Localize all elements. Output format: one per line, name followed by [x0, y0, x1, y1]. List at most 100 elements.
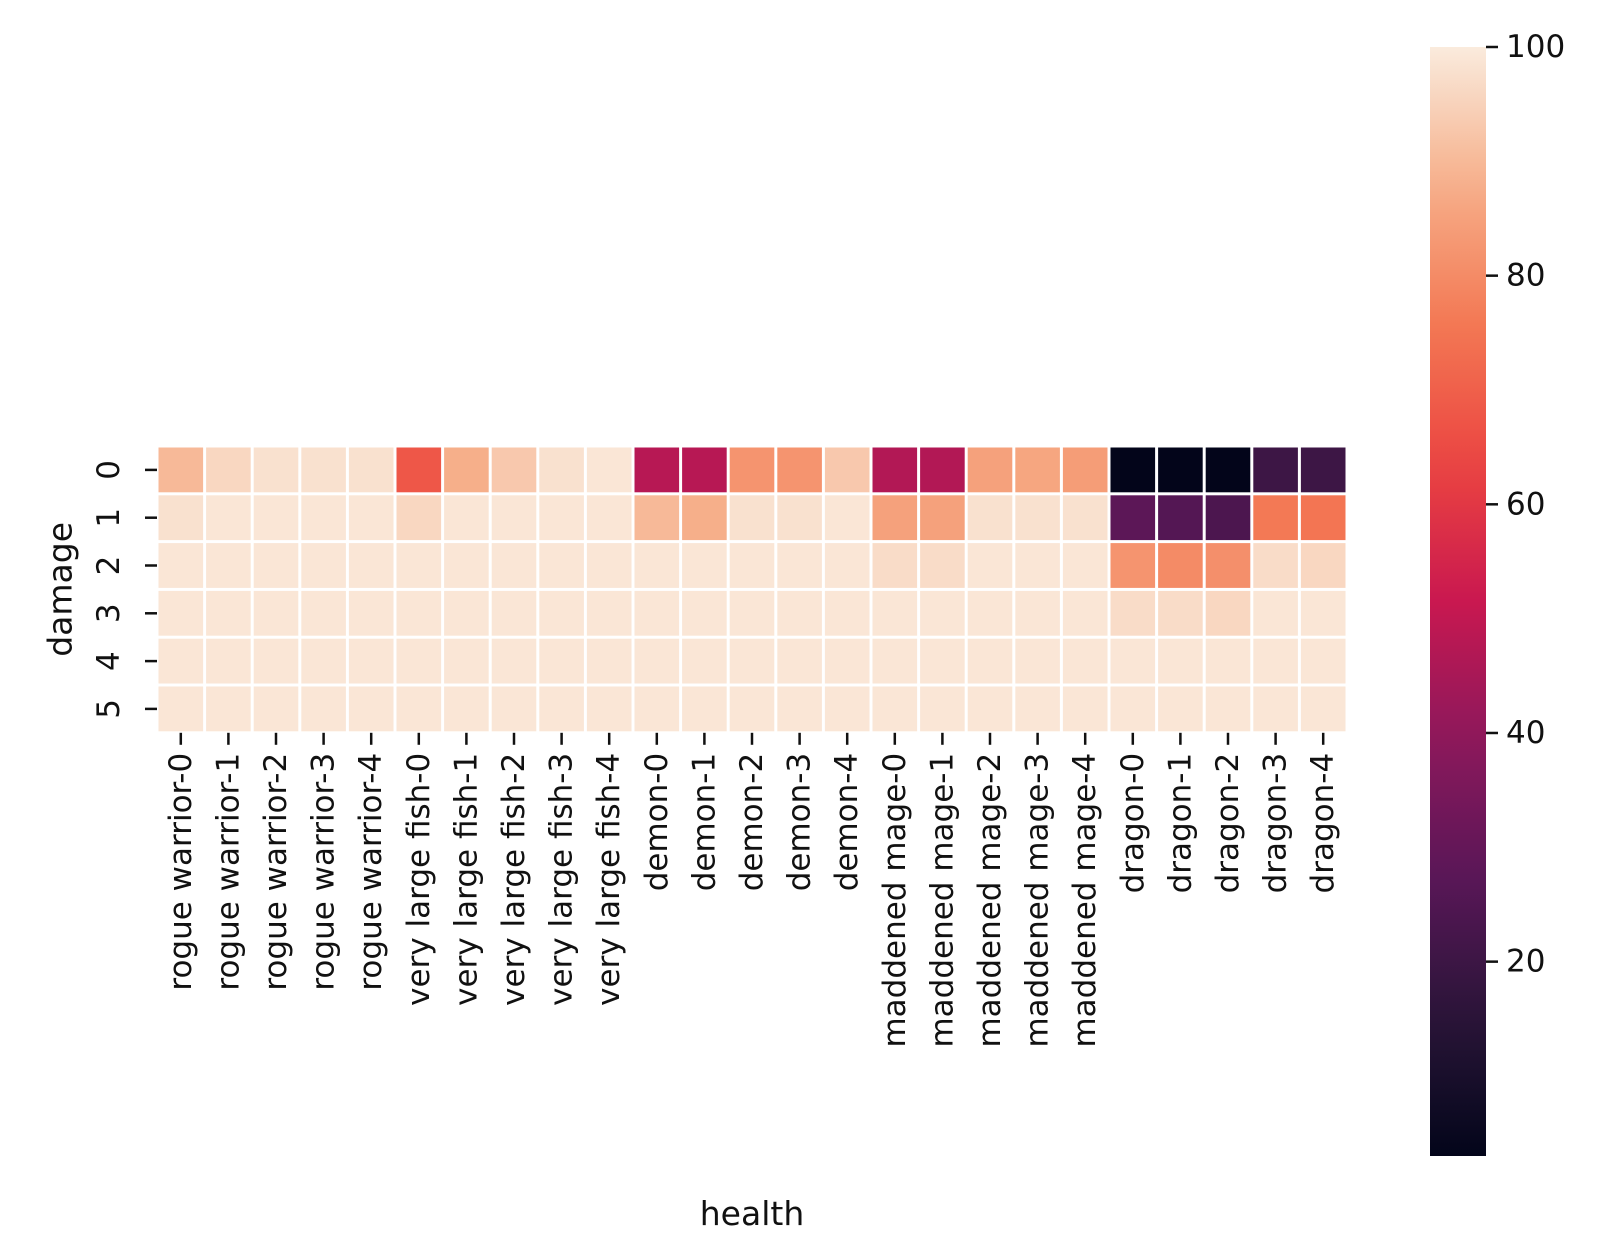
heatmap-cell [920, 638, 965, 684]
heatmap-cell [1110, 447, 1156, 493]
heatmap-cell [253, 590, 299, 636]
heatmap-cell [1015, 590, 1060, 636]
heatmap-cell [967, 543, 1013, 588]
heatmap-cell [872, 495, 918, 541]
heatmap-cell [1253, 495, 1298, 541]
heatmap-cell [206, 590, 251, 636]
x-tick-label: dragon-3 [1258, 753, 1294, 894]
heatmap-cell [920, 495, 965, 541]
heatmap-cell [1062, 447, 1108, 493]
heatmap-cell [634, 590, 680, 636]
heatmap-cell [777, 590, 822, 636]
heatmap-cell [1300, 590, 1346, 636]
x-tick-label: demon-3 [782, 753, 818, 891]
x-tick-label: dragon-2 [1210, 753, 1246, 894]
heatmap-cell [729, 590, 775, 636]
heatmap-cell [872, 543, 918, 588]
heatmap-cell [824, 638, 870, 684]
heatmap-cell [729, 495, 775, 541]
heatmap-cell [1158, 447, 1203, 493]
x-tick-label: very large fish-3 [544, 753, 580, 1006]
x-axis-ticks: rogue warrior-0 rogue warrior-1 rogue warr… [163, 732, 1341, 1048]
x-tick-label: very large fish-1 [448, 753, 484, 1006]
heatmap-cell [1205, 686, 1251, 732]
heatmap-cell [396, 590, 442, 636]
heatmap-cell [348, 447, 394, 493]
heatmap-cell [491, 447, 537, 493]
x-tick-label: maddened mage-1 [924, 753, 960, 1048]
heatmap-cell [824, 590, 870, 636]
heatmap-cell [1253, 447, 1298, 493]
heatmap-cell [777, 638, 822, 684]
y-axis-ticks: 0 1 2 3 4 5 [91, 460, 157, 719]
heatmap-cell [158, 495, 204, 541]
heatmap-cell [1158, 686, 1203, 732]
heatmap-cell [1300, 495, 1346, 541]
heatmap-cell [396, 638, 442, 684]
y-tick-label: 3 [91, 603, 127, 623]
heatmap-cell [491, 495, 537, 541]
heatmap-cell [824, 686, 870, 732]
heatmap-cell [1300, 447, 1346, 493]
x-tick-label: rogue warrior-2 [258, 753, 294, 991]
heatmap-cell [348, 686, 394, 732]
heatmap-cell [1205, 495, 1251, 541]
x-tick-label: very large fish-0 [401, 753, 437, 1006]
heatmap-cell [348, 495, 394, 541]
heatmap-cell [1253, 590, 1298, 636]
x-tick-label: demon-1 [686, 753, 722, 891]
heatmap-cell [967, 686, 1013, 732]
heatmap-cell [824, 543, 870, 588]
heatmap-cell [1205, 638, 1251, 684]
heatmap-cell [872, 590, 918, 636]
y-tick-label: 0 [91, 460, 127, 480]
heatmap-cell [1300, 686, 1346, 732]
colorbar-tick-label: 40 [1506, 715, 1545, 751]
heatmap-cell [1110, 495, 1156, 541]
heatmap-cell [396, 495, 442, 541]
heatmap-cell [920, 686, 965, 732]
heatmap-cell [539, 590, 584, 636]
heatmap-cell [1062, 590, 1108, 636]
colorbar-tick-label: 20 [1506, 944, 1545, 980]
heatmap-cell [586, 447, 632, 493]
heatmap-cell [1110, 686, 1156, 732]
x-tick-label: very large fish-4 [591, 753, 627, 1006]
heatmap-cell [539, 638, 584, 684]
heatmap-cell [396, 447, 442, 493]
heatmap-cells [157, 446, 1347, 733]
heatmap-cell [634, 495, 680, 541]
heatmap-cell [586, 686, 632, 732]
x-tick-label: demon-2 [734, 753, 770, 891]
heatmap-cell [206, 638, 251, 684]
heatmap-cell [158, 447, 204, 493]
heatmap-cell [682, 495, 727, 541]
heatmap-cell [444, 495, 489, 541]
heatmap-cell [301, 638, 346, 684]
heatmap-cell [967, 638, 1013, 684]
x-tick-label: very large fish-2 [496, 753, 532, 1006]
heatmap-cell [967, 590, 1013, 636]
heatmap-cell [967, 447, 1013, 493]
heatmap-cell [1015, 686, 1060, 732]
heatmap-cell [634, 447, 680, 493]
heatmap-cell [301, 686, 346, 732]
heatmap-cell [586, 495, 632, 541]
y-axis-label: damage [41, 522, 80, 657]
x-tick-label: rogue warrior-1 [210, 753, 246, 991]
x-tick-label: maddened mage-4 [1067, 753, 1103, 1048]
y-tick-label: 5 [91, 699, 127, 719]
heatmap-cell [1015, 543, 1060, 588]
heatmap-cell [586, 638, 632, 684]
heatmap-cell [1062, 686, 1108, 732]
heatmap-cell [444, 638, 489, 684]
colorbar-tick-label: 80 [1506, 258, 1545, 294]
heatmap-cell [491, 686, 537, 732]
heatmap-cell [777, 447, 822, 493]
heatmap-cell [777, 686, 822, 732]
heatmap-cell [1300, 638, 1346, 684]
heatmap-cell [1205, 543, 1251, 588]
y-tick-label: 4 [91, 651, 127, 671]
y-tick-label: 1 [91, 508, 127, 528]
heatmap-cell [729, 543, 775, 588]
